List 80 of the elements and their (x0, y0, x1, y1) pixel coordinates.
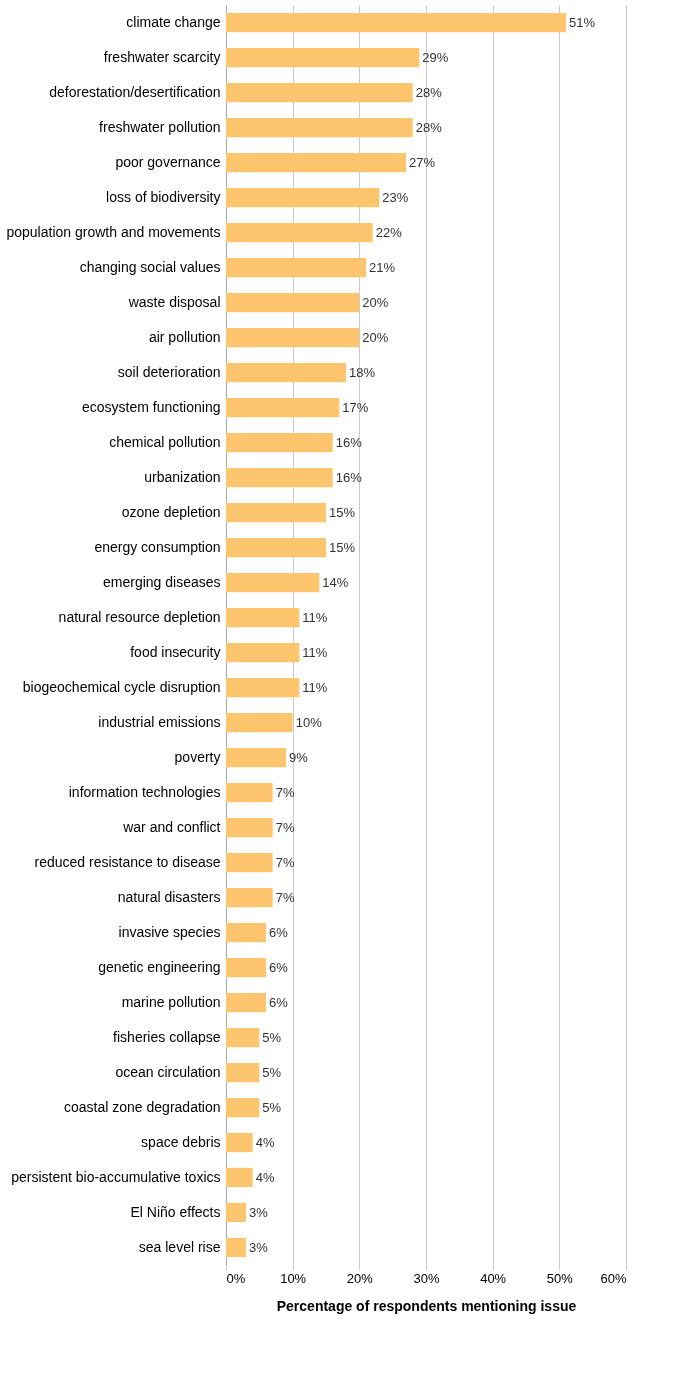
data-label: 16% (335, 434, 363, 450)
y-tick-label: natural disasters (117, 888, 221, 905)
y-tick-label: ecosystem functioning (81, 398, 221, 415)
x-tick-label: 10% (280, 1270, 307, 1286)
data-label: 23% (382, 189, 409, 205)
y-tick-label: biogeochemical cycle disruption (22, 678, 221, 695)
y-tick-label: urbanization (144, 468, 221, 485)
data-label: 6% (269, 959, 289, 975)
data-label: 7% (275, 854, 295, 870)
y-tick-label: war and conflict (122, 818, 221, 835)
x-tick-label: 20% (346, 1270, 374, 1286)
y-tick-label: poverty (174, 748, 221, 765)
data-label: 6% (269, 924, 289, 940)
y-tick-label: genetic engineering (98, 958, 221, 975)
x-tick-label: 0% (226, 1270, 246, 1286)
x-axis-title: Percentage of respondents mentioning issue (276, 1297, 577, 1314)
y-tick-label: coastal zone degradation (64, 1098, 221, 1115)
y-tick-label: invasive species (118, 923, 221, 940)
y-tick-label: persistent bio-accumulative toxics (11, 1168, 221, 1185)
data-label: 28% (415, 119, 443, 135)
data-label: 11% (302, 609, 328, 625)
y-tick-label: freshwater scarcity (103, 48, 221, 65)
data-label: 6% (269, 994, 289, 1010)
data-label: 15% (329, 539, 356, 555)
y-tick-label: space debris (141, 1133, 221, 1150)
data-label: 11% (302, 644, 328, 660)
y-tick-label: deforestation/desertification (49, 83, 221, 100)
data-label: 3% (249, 1204, 269, 1220)
data-label: 21% (369, 259, 396, 275)
data-label: 4% (255, 1134, 275, 1150)
data-label: 16% (335, 469, 363, 485)
data-label: 7% (275, 784, 295, 800)
y-tick-label: natural resource depletion (58, 608, 221, 625)
data-label: 5% (262, 1029, 282, 1045)
x-tick-label: 60% (600, 1270, 627, 1286)
y-tick-label: freshwater pollution (99, 118, 221, 135)
y-tick-label: marine pollution (121, 993, 221, 1010)
data-label: 20% (362, 329, 389, 345)
y-tick-label: emerging diseases (102, 573, 221, 590)
data-label: 5% (262, 1099, 282, 1115)
y-tick-label: population growth and movements (6, 223, 221, 240)
y-tick-label: ozone depletion (121, 503, 221, 520)
y-tick-label: soil deterioration (117, 363, 221, 380)
y-tick-label: ocean circulation (115, 1063, 221, 1080)
data-label: 7% (275, 889, 295, 905)
y-tick-label: chemical pollution (109, 433, 221, 450)
x-tick-label: 40% (480, 1270, 507, 1286)
data-label: 3% (249, 1239, 269, 1255)
data-label: 51% (569, 14, 596, 30)
data-label: 17% (342, 399, 369, 415)
y-tick-label: waste disposal (127, 293, 221, 310)
y-tick-label: energy consumption (94, 538, 221, 555)
y-tick-label: industrial emissions (98, 713, 221, 730)
data-label: 11% (302, 679, 328, 695)
x-tick-label: 50% (546, 1270, 574, 1286)
data-label: 7% (275, 819, 295, 835)
y-tick-label: sea level rise (138, 1238, 221, 1255)
y-tick-label: poor governance (115, 153, 221, 170)
y-tick-label: climate change (126, 13, 221, 30)
data-label: 28% (415, 84, 443, 100)
data-label: 18% (349, 364, 376, 380)
y-tick-label: fisheries collapse (113, 1028, 221, 1045)
y-tick-label: El Niño effects (130, 1203, 221, 1220)
y-tick-label: reduced resistance to disease (34, 853, 221, 870)
data-label: 14% (322, 574, 349, 590)
y-tick-label: changing social values (79, 258, 221, 275)
y-tick-label: air pollution (148, 328, 221, 345)
y-tick-label: loss of biodiversity (106, 188, 221, 205)
data-label: 9% (289, 749, 309, 765)
x-tick-label: 30% (413, 1270, 440, 1286)
data-label: 10% (295, 714, 323, 730)
data-label: 5% (262, 1064, 282, 1080)
data-label: 27% (409, 154, 436, 170)
data-label: 20% (362, 294, 389, 310)
data-label: 29% (422, 49, 449, 65)
data-label: 22% (375, 224, 403, 240)
y-tick-label: food insecurity (130, 643, 221, 660)
y-tick-label: information technologies (68, 783, 221, 800)
data-label: 15% (329, 504, 356, 520)
data-label: 4% (255, 1169, 275, 1185)
